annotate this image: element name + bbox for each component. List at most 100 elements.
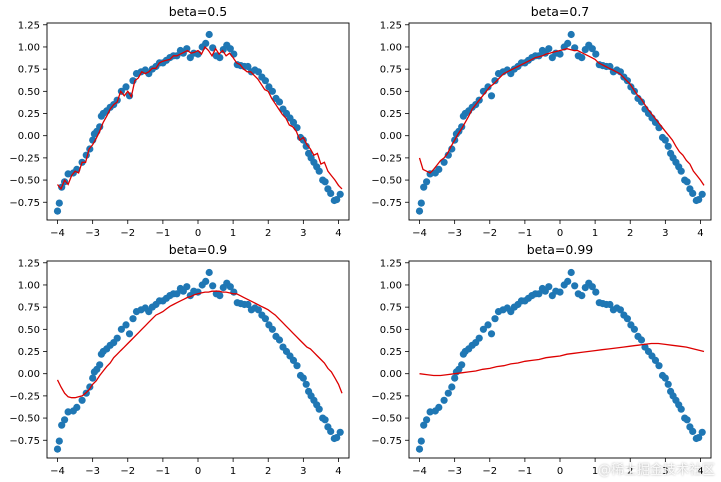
scatter-point: [415, 445, 424, 453]
scatter-point: [125, 330, 134, 338]
y-tick-label: −0.25: [9, 153, 40, 164]
scatter-point: [588, 45, 596, 53]
scatter-point: [664, 380, 672, 388]
x-tick-label: 2: [265, 228, 271, 239]
y-tick-label: −0.75: [9, 198, 40, 209]
y-tick-label: 0.50: [18, 325, 40, 336]
scatter-point: [695, 434, 703, 442]
x-tick-label: 1: [592, 228, 598, 239]
x-tick-label: 1: [592, 466, 598, 477]
watermark: @稀土掘金技术社区: [597, 463, 715, 478]
x-tick-label: 3: [662, 228, 668, 239]
scatter-point: [122, 321, 130, 329]
x-tick-label: 4: [335, 228, 341, 239]
subplot-title: beta=0.7: [531, 4, 590, 19]
scatter-point: [440, 158, 448, 166]
y-tick-label: 0.75: [380, 65, 402, 76]
scatter-point: [664, 142, 672, 150]
y-tick-label: −0.75: [371, 436, 402, 447]
scatter-point: [651, 356, 660, 364]
y-tick-label: 0.75: [18, 303, 40, 314]
scatter-point: [444, 389, 452, 397]
y-tick-label: 0.50: [380, 87, 402, 98]
scatter-point: [275, 336, 284, 344]
scatter-point: [53, 445, 62, 453]
scatter-point: [487, 92, 496, 100]
scatter-point: [683, 416, 691, 424]
scatter-point: [302, 380, 310, 388]
scatter-point: [299, 374, 307, 382]
scatter-point: [202, 277, 210, 285]
y-tick-label: 0.25: [18, 109, 40, 120]
scatter-point: [444, 151, 452, 159]
smoothed-line: [419, 342, 705, 377]
scatter-point: [321, 416, 329, 424]
x-tick-label: −3: [447, 466, 462, 477]
scatter-point: [567, 30, 575, 39]
y-tick-label: 0.00: [18, 131, 40, 142]
scatter-point: [545, 45, 553, 53]
scatter-point: [689, 189, 697, 197]
scatter-point: [183, 283, 191, 291]
scatter-point: [564, 277, 572, 285]
y-tick-label: 1.25: [380, 258, 402, 269]
scatter-point: [578, 292, 586, 300]
scatter-point: [226, 45, 234, 53]
scatter-point: [89, 374, 97, 382]
y-tick-label: 0.50: [380, 325, 402, 336]
subplot-title: beta=0.9: [169, 242, 228, 257]
y-tick-label: −0.75: [9, 436, 40, 447]
scatter-point: [435, 165, 443, 173]
scatter-point: [275, 98, 284, 106]
scatter-point: [216, 54, 224, 62]
scatter-point: [327, 427, 335, 435]
y-tick-label: −0.75: [371, 198, 402, 209]
y-tick-label: 0.25: [380, 109, 402, 120]
scatter-point: [55, 437, 63, 445]
scatter-point: [484, 321, 492, 329]
y-tick-label: −0.50: [371, 176, 402, 187]
x-tick-label: 4: [697, 228, 703, 239]
scatter-point: [53, 207, 62, 215]
scatter-point: [545, 283, 553, 291]
scatter-point: [423, 416, 431, 424]
smoothed-line: [56, 290, 343, 399]
scatter-point: [420, 183, 428, 191]
scatter-point: [420, 421, 428, 429]
scatter-point: [556, 50, 564, 58]
y-tick-label: −0.50: [9, 414, 40, 425]
scatter-point: [315, 167, 323, 175]
scatter-point: [655, 124, 663, 132]
x-tick-label: −1: [518, 466, 533, 477]
scatter-point: [209, 282, 217, 290]
x-tick-label: −1: [156, 228, 171, 239]
y-tick-label: 1.00: [380, 280, 402, 291]
scatter-point: [689, 427, 697, 435]
scatter-point: [571, 282, 579, 290]
scatter-point: [268, 87, 276, 95]
scatter-point: [183, 45, 191, 53]
scatter-point: [535, 290, 543, 298]
scatter-point: [302, 142, 310, 150]
x-tick-label: 2: [627, 228, 633, 239]
scatter-point: [698, 190, 706, 198]
scatter-point: [226, 283, 234, 291]
scatter-point: [479, 325, 487, 333]
y-tick-label: 0.00: [380, 131, 402, 142]
x-tick-label: −2: [120, 228, 135, 239]
scatter-point: [606, 300, 614, 309]
scatter-point: [417, 199, 425, 207]
scatter-point: [230, 288, 238, 296]
scatter-point: [698, 428, 706, 436]
scatter-point: [333, 196, 341, 204]
scatter-point: [423, 178, 431, 186]
scatter-point: [415, 207, 424, 215]
y-tick-label: 1.25: [18, 20, 40, 31]
scatter-point: [695, 196, 703, 204]
subplot-title: beta=0.5: [169, 4, 228, 19]
scatter-point: [592, 288, 600, 296]
scatter-point: [491, 77, 499, 85]
y-tick-label: −0.50: [9, 176, 40, 187]
scatter-point: [458, 361, 466, 369]
